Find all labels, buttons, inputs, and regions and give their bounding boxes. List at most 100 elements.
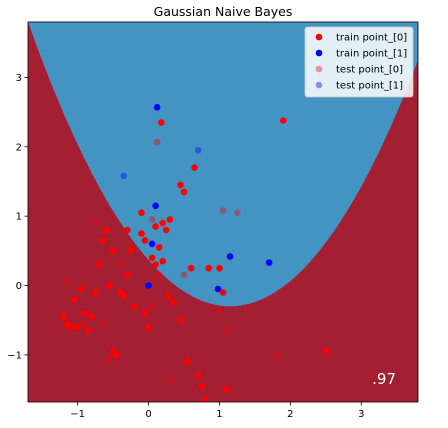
x-tick-label: −1 (70, 409, 85, 420)
data-point (81, 320, 88, 327)
data-point (177, 316, 184, 324)
data-point (272, 351, 280, 359)
data-point (165, 292, 172, 300)
data-point (99, 237, 106, 244)
data-point (233, 209, 241, 216)
data-point (180, 271, 188, 279)
data-point (219, 289, 227, 296)
y-tick-label: 1 (16, 212, 22, 223)
data-point (184, 358, 191, 366)
legend: train point_[0]train point_[1]test point… (304, 26, 414, 98)
legend-box (304, 26, 414, 98)
data-point (88, 313, 96, 321)
data-point (226, 253, 234, 260)
x-tick-label: 1 (216, 409, 222, 420)
data-point (102, 226, 110, 234)
data-point (141, 237, 149, 244)
data-point (60, 313, 67, 321)
y-tick-label: 2 (16, 142, 22, 153)
data-point (159, 219, 166, 227)
data-point (194, 147, 202, 154)
y-tick-label: −1 (7, 350, 22, 361)
data-point (138, 230, 145, 237)
data-point (92, 289, 99, 296)
legend-marker (315, 65, 323, 73)
data-point (322, 348, 330, 355)
data-point (127, 247, 135, 255)
data-point (106, 355, 113, 362)
data-point (124, 226, 131, 234)
y-tick-label: 0 (16, 281, 22, 292)
data-point (141, 309, 149, 317)
data-point (153, 138, 161, 146)
x-tick-label: 3 (358, 409, 364, 420)
data-point (177, 181, 184, 189)
data-point (152, 202, 159, 210)
data-point (180, 188, 188, 196)
data-point (113, 351, 120, 359)
data-point (280, 117, 287, 124)
chart-title: Gaussian Naive Bayes (154, 4, 293, 19)
data-point (152, 223, 159, 230)
data-point (148, 216, 156, 223)
data-point (92, 219, 99, 227)
data-point (67, 323, 74, 331)
data-point (198, 382, 205, 390)
data-point (95, 261, 103, 269)
data-point (223, 327, 230, 334)
y-tick-label: 3 (16, 73, 22, 84)
data-point (166, 375, 174, 383)
data-point (99, 320, 106, 327)
data-point (214, 285, 222, 293)
data-point (116, 261, 124, 269)
data-point (265, 259, 273, 266)
data-point (223, 386, 230, 393)
data-point (148, 240, 156, 248)
data-point (166, 216, 174, 223)
data-point (77, 285, 85, 293)
data-point (219, 207, 227, 214)
legend-label: test point_[0] (336, 65, 403, 76)
data-point (138, 209, 145, 216)
data-point (159, 257, 166, 265)
data-point (148, 254, 156, 262)
data-point (85, 327, 92, 334)
data-point (145, 282, 152, 289)
legend-label: test point_[1] (336, 81, 403, 92)
data-point (152, 261, 159, 269)
data-point (74, 323, 81, 331)
x-tick-label: 2 (287, 409, 293, 420)
legend-label: train point_[0] (336, 33, 407, 44)
data-point (145, 323, 152, 331)
data-point (109, 247, 117, 255)
y-axis: −1 0 1 2 3 (7, 73, 28, 361)
data-point (216, 264, 223, 272)
legend-label: train point_[1] (336, 49, 407, 60)
data-point (191, 164, 198, 171)
data-point (120, 172, 127, 180)
data-point (170, 299, 177, 307)
data-point (155, 244, 163, 251)
x-tick-label: 0 (145, 409, 151, 420)
data-point (155, 271, 163, 279)
data-point (148, 303, 156, 310)
scatter-points (60, 104, 330, 402)
data-point (70, 296, 78, 303)
data-point (153, 104, 161, 111)
data-point (120, 292, 127, 300)
data-point (81, 309, 88, 317)
score-label: .97 (372, 370, 396, 388)
x-axis: −1 0 1 2 3 (70, 402, 364, 420)
data-point (202, 396, 209, 402)
data-point (158, 119, 165, 126)
data-point (205, 264, 213, 272)
data-point (124, 271, 131, 279)
data-point (127, 244, 135, 251)
data-point (187, 264, 195, 272)
data-point (131, 303, 138, 310)
legend-marker (315, 81, 323, 89)
legend-marker (315, 33, 323, 41)
legend-marker (315, 49, 323, 57)
data-point (194, 372, 202, 379)
